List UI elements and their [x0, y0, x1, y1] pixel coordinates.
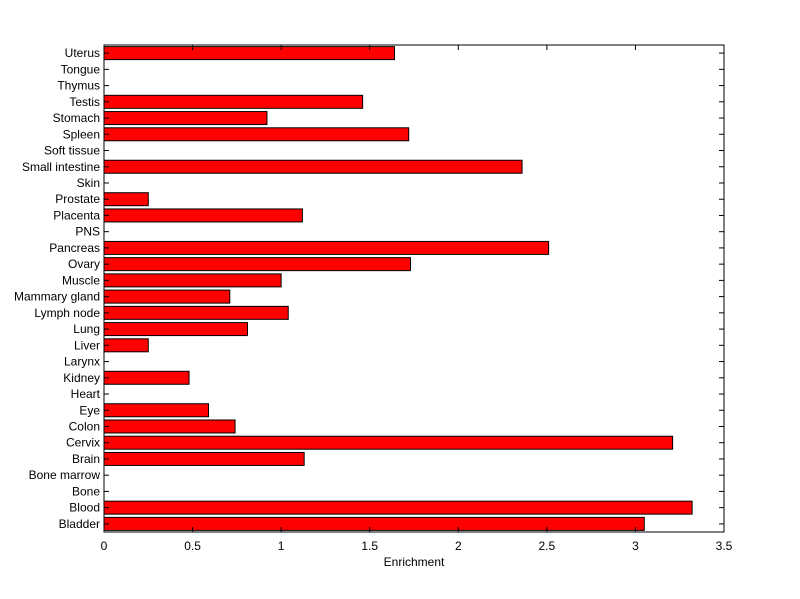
y-tick-label-placenta: Placenta [53, 208, 100, 222]
y-tick-label-ovary: Ovary [68, 257, 100, 271]
x-axis-label: Enrichment [384, 555, 445, 569]
bar-eye [103, 403, 210, 418]
bar-colon [103, 419, 236, 434]
bar-pancreas [103, 240, 550, 255]
y-tick-label-liver: Liver [74, 338, 100, 352]
bar-liver [103, 338, 149, 353]
y-tick-label-bladder: Bladder [59, 517, 100, 531]
x-tick-label-1: 0.5 [184, 539, 201, 553]
y-tick-label-small-intestine: Small intestine [22, 160, 100, 174]
bar-ovary [103, 257, 411, 272]
y-tick-label-bone-marrow: Bone marrow [29, 468, 101, 482]
y-tick-label-kidney: Kidney [63, 371, 100, 385]
y-tick-label-muscle: Muscle [62, 273, 100, 287]
y-tick-label-prostate: Prostate [55, 192, 100, 206]
y-tick-label-pns: PNS [75, 225, 100, 239]
bar-bladder [103, 516, 645, 531]
bar-blood [103, 500, 693, 515]
bar-brain [103, 451, 305, 466]
y-tick-label-colon: Colon [69, 419, 100, 433]
x-tick-label-6: 3 [632, 539, 639, 553]
y-tick-label-testis: Testis [69, 95, 100, 109]
axes-box [103, 44, 725, 533]
y-tick-label-thymus: Thymus [57, 79, 100, 93]
x-tick-labels: 0 0.5 1 1.5 2 2.5 3 3.5 [101, 539, 733, 553]
bars-layer [103, 46, 693, 531]
y-tick-label-pancreas: Pancreas [49, 241, 100, 255]
bar-kidney [103, 370, 190, 385]
x-tick-label-3: 1.5 [361, 539, 378, 553]
y-tick-label-larynx: Larynx [64, 355, 100, 369]
x-tick-label-5: 2.5 [539, 539, 556, 553]
y-tick-label-tongue: Tongue [61, 62, 101, 76]
bar-spleen [103, 127, 410, 142]
x-tick-label-7: 3.5 [716, 539, 733, 553]
y-tick-label-soft-tissue: Soft tissue [44, 144, 100, 158]
bar-prostate [103, 192, 149, 207]
bar-stomach [103, 111, 268, 126]
bar-mammary-gland [103, 289, 231, 304]
y-tick-label-bone: Bone [72, 484, 100, 498]
x-tick-label-2: 1 [278, 539, 285, 553]
bar-uterus [103, 46, 396, 61]
y-tick-label-heart: Heart [71, 387, 101, 401]
x-tick-label-0: 0 [101, 539, 108, 553]
y-tick-label-skin: Skin [77, 176, 100, 190]
bar-lung [103, 322, 248, 337]
y-tick-label-eye: Eye [79, 403, 100, 417]
bar-lymph-node [103, 305, 289, 320]
y-tick-label-lung: Lung [73, 322, 100, 336]
bar-placenta [103, 208, 303, 223]
bar-cervix [103, 435, 674, 450]
y-tick-label-stomach: Stomach [53, 111, 100, 125]
x-tick-label-4: 2 [455, 539, 462, 553]
y-tick-label-cervix: Cervix [66, 436, 100, 450]
y-tick-label-brain: Brain [72, 452, 100, 466]
y-tick-labels: Bladder Blood Bone Bone marrow Brain Cervix Co… [14, 46, 101, 531]
y-tick-label-blood: Blood [69, 501, 100, 515]
y-tick-label-mammary-gland: Mammary gland [14, 290, 100, 304]
bar-muscle [103, 273, 282, 288]
y-tick-label-lymph-node: Lymph node [34, 306, 100, 320]
bar-small-intestine [103, 159, 523, 174]
y-tick-label-spleen: Spleen [63, 127, 100, 141]
bar-testis [103, 94, 364, 109]
y-tick-label-uterus: Uterus [65, 46, 100, 60]
